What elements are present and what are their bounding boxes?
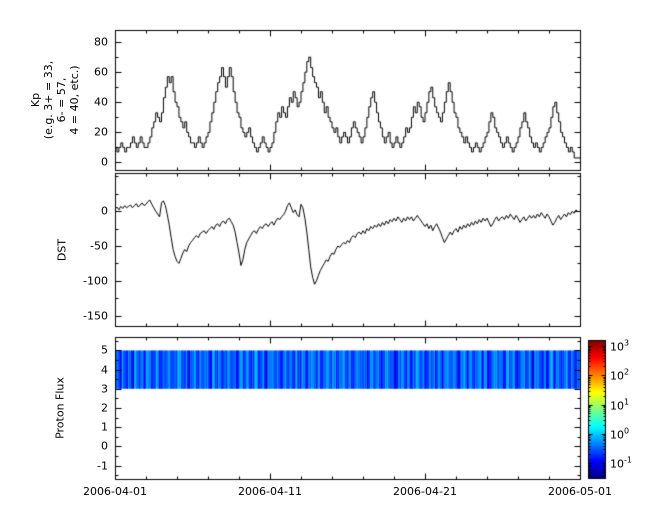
kp-axis-label-line2: (e.g. 3+ = 33, — [42, 60, 55, 140]
colorbar-tick-label: 100 — [610, 426, 630, 442]
dst-ytick-label: -150 — [83, 309, 108, 323]
proton-flux-axis-label: Proton Flux — [53, 377, 67, 439]
kp-ytick-label: 0 — [101, 155, 108, 169]
dst-ytick-label: -50 — [90, 239, 108, 253]
kp-axis-label-line4: 4 = 40, etc.) — [68, 65, 81, 135]
x-tick-label: 2006-05-01 — [548, 485, 612, 498]
colorbar-tick-label: 102 — [610, 367, 630, 383]
colorbar-tick-label: 103 — [610, 338, 630, 354]
x-tick-label: 2006-04-21 — [393, 485, 457, 498]
dst-ytick-label: -100 — [83, 274, 108, 288]
colorbar-tick-label: 101 — [610, 397, 630, 412]
proton-flux-ytick-label: 4 — [101, 363, 108, 377]
x-tick-label: 2006-04-01 — [83, 485, 147, 498]
colorbar-tick-label: 10-1 — [610, 455, 632, 471]
proton-flux-ytick-label: 3 — [101, 382, 108, 396]
dst-axis-label: DST — [55, 238, 69, 262]
kp-axis-label: Kp (e.g. 3+ = 33, 6- = 57, 4 = 40, etc.) — [29, 61, 81, 139]
kp-ytick-label: 40 — [94, 95, 108, 109]
proton-flux-ytick-label: 2 — [101, 401, 108, 415]
kp-ytick-label: 20 — [94, 125, 108, 139]
kp-axis-label-line1: Kp — [29, 92, 42, 108]
proton-flux-ytick-label: 0 — [101, 439, 108, 453]
proton-flux-ytick-label: 1 — [101, 420, 108, 434]
kp-ytick-label: 60 — [94, 65, 108, 79]
proton-flux-ytick-label: -1 — [97, 459, 108, 473]
dst-ytick-label: 0 — [101, 204, 108, 218]
proton-flux-ytick-label: 5 — [101, 343, 108, 357]
x-tick-label: 2006-04-11 — [238, 485, 302, 498]
kp-axis-label-line3: 6- = 57, — [55, 77, 68, 123]
kp-ytick-label: 80 — [94, 35, 108, 49]
